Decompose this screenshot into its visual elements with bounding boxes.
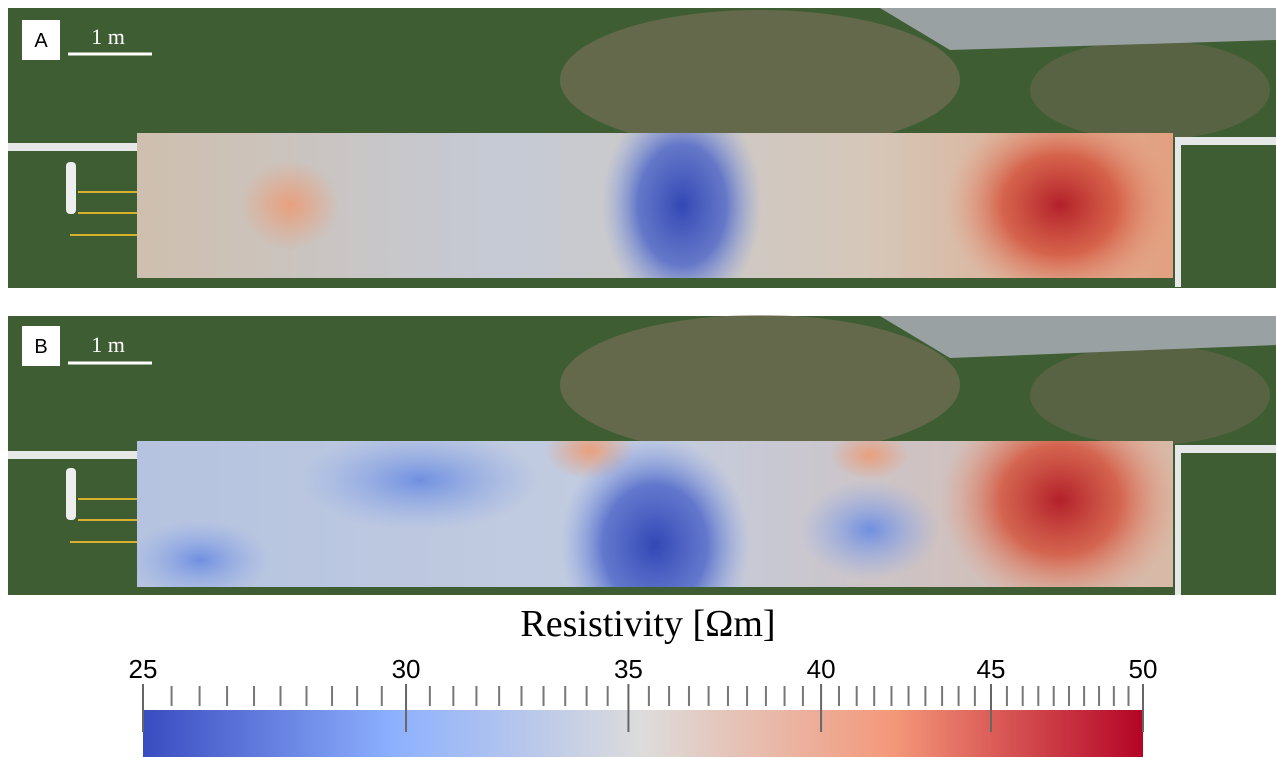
tick-label: 40 (807, 654, 836, 684)
colorbar (143, 710, 1143, 757)
tick-label: 50 (1129, 654, 1158, 684)
panel-label: B (34, 336, 47, 358)
tick-label: 25 (129, 654, 158, 684)
photo-a (8, 8, 1276, 315)
panel-label: A (34, 30, 48, 52)
colorbar-title: Resistivity [Ωm] (520, 603, 775, 645)
scale-label: 1 m (91, 24, 125, 49)
tick-label: 45 (977, 654, 1006, 684)
figure: A 1 m B 1 m Resistivity [Ωm] 25 30 35 40 45 5… (0, 0, 1276, 758)
tick-label: 30 (392, 654, 421, 684)
tick-label: 35 (614, 654, 643, 684)
scale-label: 1 m (91, 332, 125, 357)
